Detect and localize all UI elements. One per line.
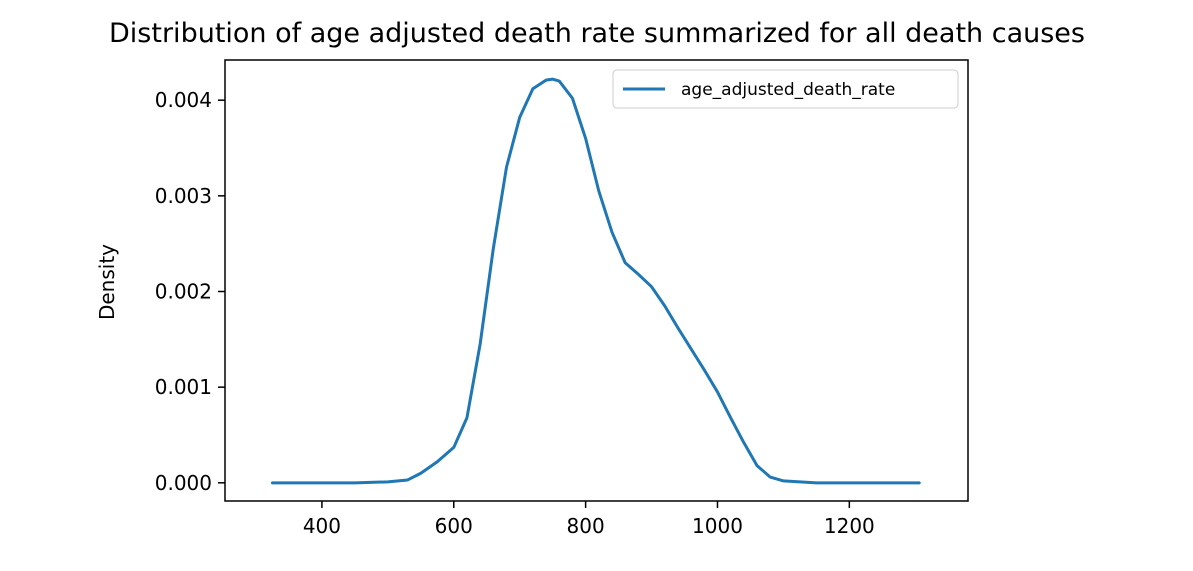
plot-layer xyxy=(270,77,921,485)
y-tick-label: 0.004 xyxy=(155,88,212,112)
x-tick-label: 800 xyxy=(567,514,605,538)
plot-frame xyxy=(224,59,969,502)
legend-label: age_adjusted_death_rate xyxy=(681,80,895,100)
y-tick-label: 0.002 xyxy=(155,280,212,304)
legend: age_adjusted_death_rate xyxy=(612,69,959,109)
x-tick-label: 400 xyxy=(303,514,341,538)
chart-title: Distribution of age adjusted death rate … xyxy=(109,18,1085,49)
y-axis-title: Density xyxy=(95,244,119,320)
x-tick-label: 1000 xyxy=(692,514,743,538)
legend-box xyxy=(612,69,959,109)
series-line-0 xyxy=(270,77,921,485)
ticks-layer: 400 600 800 1000 1200 0.000 0.001 0.002 0.003 0.0… xyxy=(155,88,875,538)
x-tick-label: 1200 xyxy=(824,514,875,538)
y-tick-label: 0.003 xyxy=(155,184,212,208)
y-tick-label: 0.000 xyxy=(155,471,212,495)
y-tick-label: 0.001 xyxy=(155,375,212,399)
x-tick-label: 600 xyxy=(435,514,473,538)
